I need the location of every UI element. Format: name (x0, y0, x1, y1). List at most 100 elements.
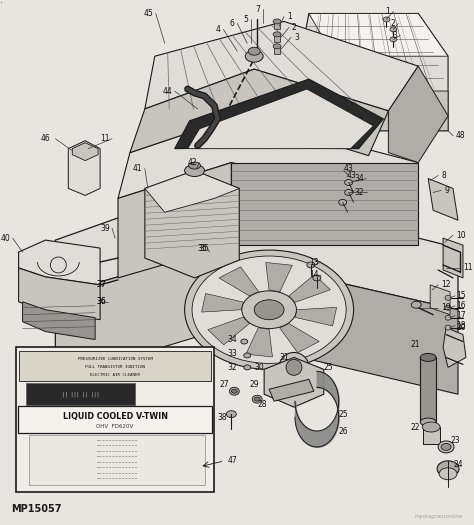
Text: ─ ─ ─ ─ ─ ─ ─ ─ ─ ─ ─ ─ ─: ─ ─ ─ ─ ─ ─ ─ ─ ─ ─ ─ ─ ─ (96, 461, 137, 465)
Ellipse shape (231, 389, 237, 393)
Text: 43: 43 (344, 164, 354, 173)
Polygon shape (18, 268, 100, 320)
Polygon shape (430, 285, 450, 314)
Ellipse shape (439, 468, 457, 480)
Text: ELECTRIC AIR CLEANER: ELECTRIC AIR CLEANER (90, 373, 140, 377)
Polygon shape (145, 171, 239, 278)
Text: 39: 39 (100, 224, 110, 233)
Text: 5: 5 (243, 15, 248, 24)
Text: 25: 25 (339, 410, 348, 418)
Text: 28: 28 (257, 400, 267, 408)
Text: 13: 13 (309, 257, 319, 267)
Text: 17: 17 (456, 311, 465, 320)
Text: 20: 20 (456, 323, 465, 332)
Text: 24: 24 (453, 460, 463, 469)
Text: 7: 7 (255, 5, 260, 14)
Polygon shape (443, 328, 466, 368)
Text: 8: 8 (441, 171, 446, 180)
Text: 45: 45 (144, 9, 154, 18)
Polygon shape (145, 171, 239, 212)
Text: 2: 2 (391, 19, 395, 28)
Text: 12: 12 (441, 280, 451, 289)
Ellipse shape (339, 200, 346, 205)
Polygon shape (266, 262, 292, 292)
Ellipse shape (241, 339, 248, 344)
Text: 44: 44 (163, 87, 173, 96)
Polygon shape (428, 178, 458, 220)
Ellipse shape (420, 418, 436, 426)
Text: 2: 2 (292, 23, 297, 32)
Polygon shape (309, 14, 448, 56)
Polygon shape (280, 323, 319, 353)
Text: 29: 29 (249, 380, 259, 389)
Ellipse shape (184, 164, 204, 176)
Ellipse shape (244, 365, 251, 370)
Text: 34: 34 (355, 174, 365, 183)
Polygon shape (175, 79, 383, 149)
Ellipse shape (345, 180, 353, 185)
Polygon shape (130, 69, 388, 155)
Ellipse shape (313, 275, 321, 281)
Polygon shape (420, 358, 436, 422)
Polygon shape (289, 275, 330, 302)
Polygon shape (55, 252, 204, 379)
Text: 16: 16 (456, 301, 465, 310)
Ellipse shape (273, 19, 281, 24)
Text: 15: 15 (456, 291, 465, 300)
Text: 37: 37 (96, 280, 106, 289)
Text: ─ ─ ─ ─ ─ ─ ─ ─ ─ ─ ─ ─ ─: ─ ─ ─ ─ ─ ─ ─ ─ ─ ─ ─ ─ ─ (96, 477, 137, 481)
Circle shape (286, 360, 302, 375)
Text: 4: 4 (215, 25, 220, 34)
Text: 41: 41 (133, 164, 143, 173)
Ellipse shape (227, 411, 237, 417)
Text: 9: 9 (444, 186, 449, 195)
Ellipse shape (445, 305, 451, 310)
Ellipse shape (445, 315, 451, 320)
Ellipse shape (445, 325, 451, 330)
Ellipse shape (445, 295, 451, 300)
Polygon shape (443, 238, 463, 278)
Ellipse shape (252, 395, 262, 403)
Text: 19: 19 (441, 303, 451, 312)
Bar (26, 383, 135, 405)
Text: 6: 6 (229, 19, 234, 28)
Polygon shape (294, 14, 448, 131)
Ellipse shape (345, 190, 353, 195)
Text: 35: 35 (198, 244, 207, 253)
Bar (28, 435, 206, 485)
Polygon shape (295, 307, 337, 326)
Text: 34: 34 (228, 335, 237, 344)
Text: 42: 42 (188, 158, 197, 167)
Text: 33: 33 (228, 349, 237, 358)
Polygon shape (388, 66, 448, 163)
Ellipse shape (229, 387, 239, 395)
Text: 1: 1 (287, 12, 292, 21)
Ellipse shape (254, 300, 284, 320)
Ellipse shape (242, 291, 296, 329)
Text: MP15057: MP15057 (10, 503, 61, 513)
Text: ─ ─ ─ ─ ─ ─ ─ ─ ─ ─ ─ ─ ─: ─ ─ ─ ─ ─ ─ ─ ─ ─ ─ ─ ─ ─ (96, 439, 137, 443)
Text: 32: 32 (228, 363, 237, 372)
Ellipse shape (273, 32, 281, 37)
Text: 3: 3 (294, 33, 299, 42)
Ellipse shape (383, 17, 390, 22)
Bar (18, 351, 211, 381)
Text: 10: 10 (456, 230, 465, 239)
Polygon shape (145, 22, 418, 111)
Polygon shape (18, 240, 100, 285)
Text: 32: 32 (355, 188, 364, 197)
Text: PRESSURIZED LUBRICATION SYSTEM: PRESSURIZED LUBRICATION SYSTEM (78, 358, 153, 361)
Text: 37: 37 (96, 280, 106, 289)
Polygon shape (208, 317, 249, 345)
Text: OHV  FD620V: OHV FD620V (96, 424, 134, 428)
Polygon shape (246, 328, 273, 357)
Polygon shape (55, 185, 458, 310)
Text: 36: 36 (96, 297, 106, 306)
Text: || ||| || |||: || ||| || ||| (62, 392, 99, 397)
Ellipse shape (441, 444, 451, 450)
Text: 14: 14 (309, 270, 319, 279)
Text: ─ ─ ─ ─ ─ ─ ─ ─ ─ ─ ─ ─ ─: ─ ─ ─ ─ ─ ─ ─ ─ ─ ─ ─ ─ ─ (96, 450, 137, 454)
Polygon shape (118, 163, 231, 278)
Text: ─ ─ ─ ─ ─ ─ ─ ─ ─ ─ ─ ─ ─: ─ ─ ─ ─ ─ ─ ─ ─ ─ ─ ─ ─ ─ (96, 466, 137, 470)
Bar (16, 348, 214, 491)
